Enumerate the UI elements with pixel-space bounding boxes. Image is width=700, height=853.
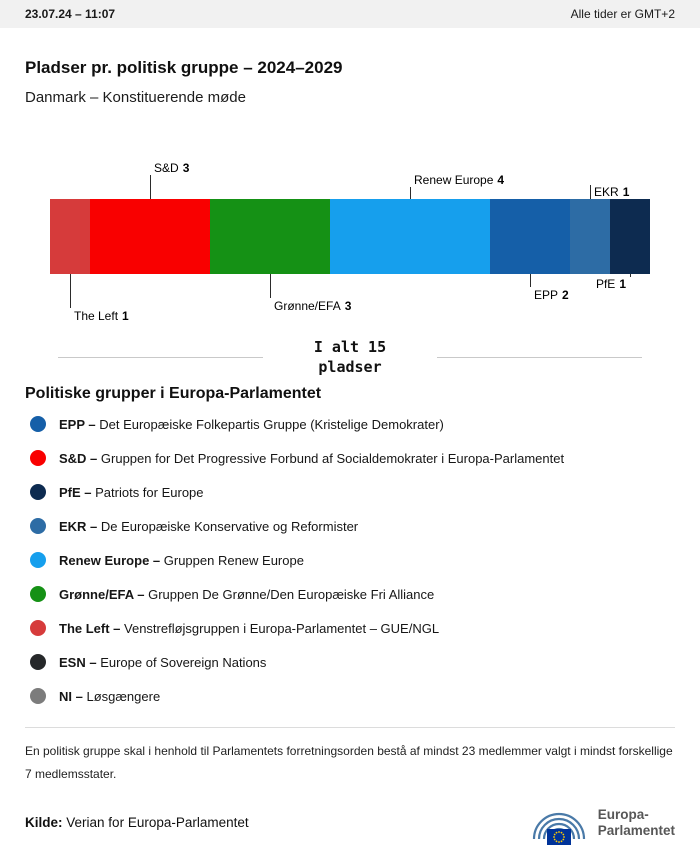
- bar-label-line: [410, 187, 411, 199]
- legend-dot: [30, 552, 46, 568]
- seat-chart-section: The Left 1 S&D 3 Grønne/EFA 3 Renew Europe 4 EPP…: [0, 147, 700, 377]
- legend-label: Grønne/EFA – Gruppen De Grønne/Den Europ…: [59, 586, 435, 602]
- legend-label: EPP – Det Europæiske Folkepartis Gruppe …: [59, 416, 444, 432]
- eu-stars-icon: [552, 830, 565, 843]
- bar-label: EKR 1: [594, 185, 630, 199]
- legend-item: EPP – Det Europæiske Folkepartis Gruppe …: [25, 407, 675, 441]
- legend-dot: [30, 416, 46, 432]
- legend-label: EKR – De Europæiske Konservative og Refo…: [59, 518, 359, 534]
- seat-bar: [50, 199, 650, 274]
- legend-dot: [30, 484, 46, 500]
- bar-label-line: [270, 274, 271, 298]
- bar-segment-pfe: [610, 199, 650, 274]
- ep-logo-text: Europa- Parlamentet: [598, 807, 675, 839]
- timezone-label: Alle tider er GMT+2: [570, 7, 675, 21]
- legend-item: EKR – De Europæiske Konservative og Refo…: [25, 509, 675, 543]
- ep-logo-line1: Europa-: [597, 806, 649, 822]
- bar-segment-ekr: [570, 199, 610, 274]
- ep-hemicycle-icon: [532, 812, 585, 845]
- legend-dot: [30, 518, 46, 534]
- bar-label: PfE 1: [595, 277, 626, 291]
- total-seats-label: I alt 15 pladser: [313, 338, 387, 376]
- bar-label-line: [630, 274, 631, 277]
- datetime-label: 23.07.24 – 11:07: [25, 7, 116, 21]
- source-text: Verian for Europa-Parlamentet: [66, 815, 249, 831]
- bar-segment-grønne-efa: [210, 199, 330, 274]
- legend-item: S&D – Gruppen for Det Progressive Forbun…: [25, 441, 675, 475]
- bar-label-line: [590, 185, 591, 199]
- legend-item: ESN – Europe of Sovereign Nations: [25, 645, 675, 679]
- bar-label-line: [530, 274, 531, 287]
- legend-label: PfE – Patriots for Europe: [59, 484, 204, 500]
- legend-dot: [30, 450, 46, 466]
- legend-label: NI – Løsgængere: [59, 688, 161, 704]
- divider: [25, 727, 675, 728]
- total-rule-right: [437, 357, 642, 358]
- legend-item: Grønne/EFA – Gruppen De Grønne/Den Europ…: [25, 577, 675, 611]
- bar-label: Renew Europe 4: [414, 173, 505, 187]
- bar-label: The Left 1: [74, 309, 129, 323]
- bottom-row: Kilde: Verian for Europa-Parlamentet Eur…: [25, 800, 675, 846]
- bar-segment-the-left: [50, 199, 90, 274]
- bar-label: EPP 2: [534, 288, 569, 302]
- legend-label: S&D – Gruppen for Det Progressive Forbun…: [59, 450, 565, 466]
- legend-dot: [30, 620, 46, 636]
- legend-label: Renew Europe – Gruppen Renew Europe: [59, 552, 304, 568]
- page-subtitle: Danmark – Konstituerende møde: [25, 89, 246, 106]
- top-bar: 23.07.24 – 11:07 Alle tider er GMT+2: [0, 0, 700, 28]
- bar-label: Grønne/EFA 3: [274, 299, 352, 313]
- eu-flag-icon: [546, 828, 571, 845]
- ep-logo-line2: Parlamentet: [597, 822, 675, 838]
- legend-list: EPP – Det Europæiske Folkepartis Gruppe …: [0, 407, 700, 713]
- ep-logo: Europa- Parlamentet: [527, 800, 675, 846]
- seat-chart: The Left 1 S&D 3 Grønne/EFA 3 Renew Europe 4 EPP…: [50, 147, 650, 325]
- total-rule-left: [58, 357, 263, 358]
- bar-segment-s-d: [90, 199, 210, 274]
- source-label: Kilde:: [25, 815, 63, 831]
- source-line: Kilde: Verian for Europa-Parlamentet: [25, 815, 249, 830]
- total-row: I alt 15 pladser: [58, 338, 642, 377]
- bar-label-line: [70, 274, 71, 308]
- bar-segment-epp: [490, 199, 570, 274]
- legend-label: The Left – Venstrefløjsgruppen i Europa-…: [59, 620, 440, 636]
- legend-item: Renew Europe – Gruppen Renew Europe: [25, 543, 675, 577]
- legend-dot: [30, 654, 46, 670]
- footnote: En politisk gruppe skal i henhold til Pa…: [25, 744, 673, 781]
- legend-item: PfE – Patriots for Europe: [25, 475, 675, 509]
- legend-heading: Politiske grupper i Europa-Parlamentet: [25, 385, 322, 402]
- legend-item: The Left – Venstrefløjsgruppen i Europa-…: [25, 611, 675, 645]
- main-content: Pladser pr. politisk gruppe – 2024–2029 …: [0, 58, 700, 846]
- legend-dot: [30, 586, 46, 602]
- legend-section: Politiske grupper i Europa-Parlamentet E…: [0, 385, 700, 713]
- legend-item: NI – Løsgængere: [25, 679, 675, 713]
- bar-segment-renew-europe: [330, 199, 490, 274]
- bar-label: S&D 3: [154, 161, 190, 175]
- page-title: Pladser pr. politisk gruppe – 2024–2029: [25, 58, 343, 77]
- legend-label: ESN – Europe of Sovereign Nations: [59, 654, 267, 670]
- bar-label-line: [150, 175, 151, 199]
- legend-dot: [30, 688, 46, 704]
